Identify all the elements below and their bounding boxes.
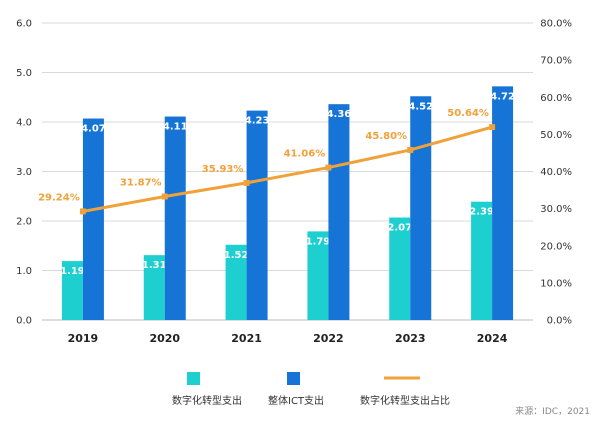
- bar-label-digital: 1.19: [60, 266, 85, 277]
- share-point: [243, 179, 250, 186]
- bar-label-digital: 1.52: [224, 250, 249, 261]
- y-right-tick-label: 20.0%: [540, 241, 572, 252]
- y-right-tick-label: 10.0%: [540, 278, 572, 289]
- legend-swatch-ict: [287, 372, 300, 385]
- bar-ict: [410, 96, 432, 320]
- bar-ict: [246, 110, 268, 321]
- share-data-label: 31.87%: [120, 177, 162, 188]
- x-tick-label: 2021: [231, 332, 262, 345]
- share-point: [489, 124, 496, 131]
- y-right-tick-label: 80.0%: [540, 19, 572, 30]
- bar-digital: [307, 231, 329, 320]
- x-tick-label: 2024: [477, 332, 508, 345]
- bar-digital: [143, 255, 165, 320]
- y-right-tick-label: 0.0%: [547, 316, 572, 327]
- bar-digital: [225, 244, 247, 320]
- share-point: [407, 146, 414, 153]
- bar-digital: [471, 201, 493, 320]
- x-tick-label: 2023: [395, 332, 426, 345]
- share-point: [79, 208, 86, 215]
- source-note: 来源：IDC，2021: [515, 406, 590, 417]
- gridlines: [42, 22, 533, 321]
- legend: 数字化转型支出 整体ICT支出 数字化转型支出占比: [172, 372, 450, 407]
- bar-label-digital: 2.39: [469, 207, 494, 218]
- bar-label-ict: 4.07: [81, 124, 106, 135]
- share-line: 29.24% 31.87% 35.93% 41.06% 45.80% 50.64%: [38, 108, 496, 215]
- y-left-tick-label: 4.0: [16, 118, 32, 129]
- bar-digital: [389, 217, 411, 320]
- bar-ict: [328, 104, 350, 321]
- y-right-tick-label: 30.0%: [540, 204, 572, 215]
- bar-digital: [61, 261, 83, 320]
- x-tick-label: 2020: [149, 332, 180, 345]
- y-left-tick-label: 3.0: [16, 167, 32, 178]
- y-left-tick-label: 5.0: [16, 68, 32, 79]
- left-axis-ticks: 0.0 1.0 2.0 3.0 4.0 5.0 6.0: [16, 19, 32, 327]
- y-left-tick-label: 0.0: [16, 316, 32, 327]
- bar-label-ict: 4.11: [163, 122, 188, 133]
- share-data-label: 29.24%: [38, 192, 80, 203]
- x-tick-label: 2019: [68, 332, 99, 345]
- category-labels: 2019 2020 2021 2022 2023 2024: [68, 332, 508, 345]
- right-axis-ticks: 0.0% 10.0% 20.0% 30.0% 40.0% 50.0% 60.0% 70.0% 8…: [540, 19, 572, 327]
- share-line-path: [82, 125, 493, 213]
- bars: 1.19 4.07 1.31 4.11 1.52 4.23 1.79 4.36 2.07 4.52…: [60, 86, 515, 321]
- share-data-label: 41.06%: [284, 149, 326, 160]
- y-right-tick-label: 50.0%: [540, 130, 572, 141]
- bar-label-ict: 4.72: [490, 91, 515, 102]
- bar-label-digital: 1.79: [306, 236, 331, 247]
- share-point: [161, 193, 168, 200]
- share-data-label: 50.64%: [447, 108, 489, 119]
- bar-label-digital: 2.07: [387, 223, 412, 234]
- bar-label-digital: 1.31: [142, 260, 167, 271]
- y-left-tick-label: 2.0: [16, 217, 32, 228]
- legend-swatch-digital: [187, 372, 200, 385]
- y-right-tick-label: 40.0%: [540, 167, 572, 178]
- y-right-tick-label: 70.0%: [540, 56, 572, 67]
- y-right-tick-label: 60.0%: [540, 93, 572, 104]
- bar-ict: [82, 118, 104, 320]
- bar-ict: [492, 86, 514, 320]
- legend-label-ict: 整体ICT支出: [268, 394, 324, 407]
- share-data-label: 45.80%: [365, 131, 407, 142]
- bar-ict: [164, 116, 186, 321]
- bar-label-ict: 4.52: [408, 101, 433, 112]
- x-tick-label: 2022: [313, 332, 344, 345]
- share-point: [325, 164, 332, 171]
- legend-label-share: 数字化转型支出占比: [360, 394, 450, 407]
- y-left-tick-label: 6.0: [16, 19, 32, 30]
- legend-label-digital: 数字化转型支出: [172, 394, 242, 407]
- share-data-label: 35.93%: [202, 164, 244, 175]
- y-left-tick-label: 1.0: [16, 266, 32, 277]
- bar-label-ict: 4.36: [327, 109, 352, 120]
- bar-label-ict: 4.23: [245, 116, 270, 127]
